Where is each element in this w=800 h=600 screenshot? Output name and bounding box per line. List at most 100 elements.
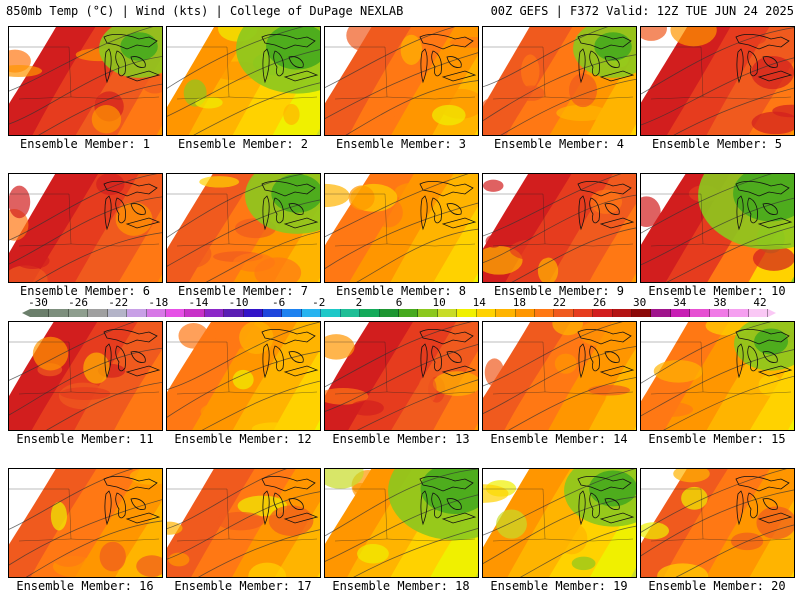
state-borders: [9, 341, 160, 395]
colorbar-max-arrow: [768, 309, 776, 317]
colorbar-tick-label: 30: [633, 296, 647, 309]
height-contour: [483, 54, 636, 122]
temperature-band: [273, 350, 320, 430]
temperature-band: [317, 277, 320, 282]
great-lakes-outline: [103, 328, 161, 379]
member-caption: Ensemble Member: 3: [335, 137, 467, 151]
height-contour: [201, 380, 320, 430]
temperature-field: [325, 174, 478, 282]
member-caption: Ensemble Member: 6: [19, 284, 151, 298]
temperature-blob: [589, 189, 623, 214]
colorbar-cell: [632, 309, 652, 317]
temperature-blob: [484, 358, 505, 387]
height-contour: [500, 78, 636, 135]
great-lakes-outline: [261, 328, 319, 379]
colorbar-cell: [146, 309, 166, 317]
temperature-blob: [496, 509, 527, 539]
temperature-blob: [91, 105, 122, 134]
colorbar-cell: [554, 309, 574, 317]
height-contour: [325, 27, 456, 88]
colorbar-cell: [263, 309, 283, 317]
great-lakes-outline: [735, 475, 793, 526]
temperature-blob: [325, 183, 350, 208]
temperature-blob: [195, 96, 223, 109]
height-contour: [193, 82, 320, 135]
height-contour: [38, 83, 162, 135]
colorbar-cell: [418, 309, 438, 317]
colorbar-tick-label: -30: [28, 296, 48, 309]
height-contour: [167, 199, 320, 267]
colorbar-tick-label: -26: [68, 296, 89, 309]
temperature-field: [167, 469, 320, 577]
temperature-blob: [232, 253, 275, 272]
state-borders: [9, 193, 160, 247]
temperature-blob: [169, 239, 212, 269]
member-caption: Ensemble Member: 2: [177, 137, 309, 151]
ensemble-member-map: [324, 26, 479, 136]
temperature-band: [749, 356, 794, 430]
colorbar-tick-label: 2: [355, 296, 363, 309]
height-contour: [325, 344, 478, 412]
height-contour: [520, 525, 636, 577]
great-lakes-outline: [103, 180, 161, 231]
temperature-blob: [346, 27, 383, 52]
height-contour: [9, 322, 136, 381]
temperature-field: [483, 469, 636, 577]
ensemble-member-map: [640, 173, 795, 283]
state-borders: [167, 193, 318, 247]
member-caption: Ensemble Member: 14: [490, 432, 628, 446]
state-borders: [167, 488, 318, 542]
map-title: 850mb Temp (°C) | Wind (kts) | College o…: [6, 4, 404, 18]
temperature-field: [167, 322, 320, 430]
height-contour: [9, 27, 154, 92]
great-lakes-outline: [419, 33, 477, 84]
ensemble-member-map: [640, 468, 795, 578]
colorbar-cell: [49, 309, 69, 317]
ensemble-member-map: [482, 468, 637, 578]
temperature-band: [317, 572, 320, 577]
temperature-blob: [569, 73, 598, 108]
colorbar-cell: [127, 309, 147, 317]
colorbar-tick-label: 22: [552, 296, 567, 309]
cool-core: [420, 469, 478, 514]
colorbar-cell: [593, 309, 613, 317]
great-lakes-outline: [103, 33, 161, 84]
temperature-field: [641, 322, 794, 430]
temperature-blob: [641, 522, 670, 540]
colorbar-cell: [30, 309, 50, 317]
temperature-blob: [348, 209, 384, 233]
member-caption: Ensemble Member: 7: [177, 284, 309, 298]
temperature-blob: [517, 85, 545, 101]
colorbar-tick-label: 6: [395, 296, 403, 309]
colorbar-cell: [670, 309, 691, 317]
member-caption: Ensemble Member: 17: [174, 579, 312, 593]
colorbar-tick-label: -2: [312, 296, 326, 309]
temperature-blob: [357, 543, 389, 564]
state-borders: [9, 488, 160, 542]
ensemble-member-map: [482, 321, 637, 431]
temperature-band: [788, 418, 794, 430]
temperature-blob: [9, 265, 48, 282]
colorbar-cell: [399, 309, 419, 317]
cool-core: [754, 328, 789, 355]
colorbar-cell: [476, 309, 497, 317]
colorbar-cell: [690, 309, 710, 317]
height-contour: [25, 520, 162, 577]
temperature-blob: [136, 555, 162, 577]
temperature-blob: [199, 176, 240, 188]
height-contour: [641, 322, 772, 384]
height-contour: [167, 491, 320, 560]
height-contour: [9, 196, 162, 265]
temperature-field: [167, 27, 320, 135]
temperature-band: [790, 276, 794, 282]
temperature-band: [157, 274, 162, 282]
height-contour: [325, 202, 478, 269]
height-contour: [325, 494, 478, 562]
temperature-field: [325, 469, 478, 577]
temperature-blob: [325, 334, 355, 360]
state-borders: [167, 341, 318, 395]
cool-core: [266, 27, 320, 70]
colorbar-tick-label: -14: [188, 296, 209, 309]
temperature-blob: [268, 505, 314, 536]
state-borders: [641, 193, 792, 247]
